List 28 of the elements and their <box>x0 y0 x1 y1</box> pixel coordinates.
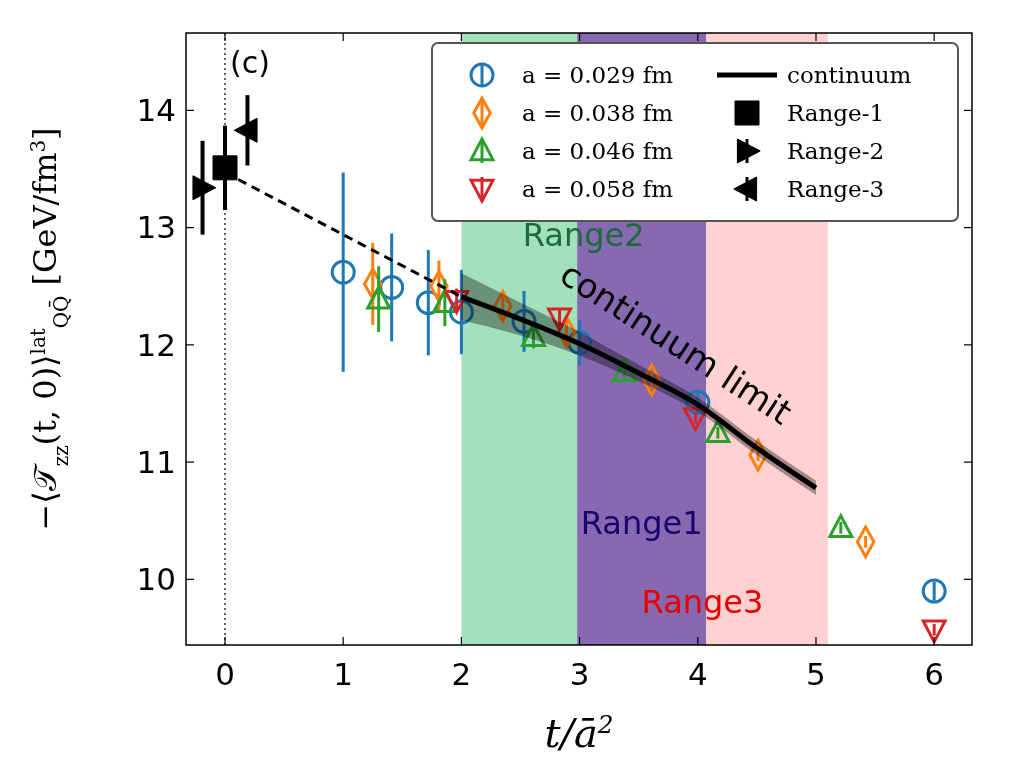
y-tick-label: 10 <box>136 561 176 598</box>
x-axis-title: t/ā$^{2}$ <box>544 709 614 756</box>
x-tick-label: 2 <box>451 656 472 692</box>
x-tick-label: 0 <box>215 656 235 692</box>
annotation: (c) <box>230 45 270 80</box>
legend-label: a = 0.029 fm <box>522 62 674 89</box>
legend-label: a = 0.046 fm <box>522 138 674 165</box>
y-tick-label: 14 <box>136 92 176 129</box>
legend-label: Range-3 <box>787 176 885 203</box>
band-label: Range1 <box>580 503 703 542</box>
x-tick-label: 1 <box>333 656 354 692</box>
legend-label: Range-2 <box>787 138 885 165</box>
y-tick-label: 11 <box>136 443 176 480</box>
x-tick-label: 4 <box>687 656 708 692</box>
point <box>330 259 356 285</box>
legend-label: a = 0.038 fm <box>522 100 674 127</box>
point <box>921 578 947 604</box>
point <box>828 514 854 539</box>
x-tick-label: 3 <box>569 656 590 692</box>
legend-label: a = 0.058 fm <box>522 176 674 203</box>
point <box>921 619 947 644</box>
legend-label: continuum <box>787 62 912 89</box>
x-tick-label: 6 <box>924 656 945 692</box>
y-tick-label: 12 <box>136 326 176 363</box>
y-tick-label: 13 <box>136 209 176 246</box>
x-tick-label: 5 <box>806 656 826 692</box>
point <box>366 285 392 310</box>
legend-label: Range-1 <box>787 100 885 127</box>
